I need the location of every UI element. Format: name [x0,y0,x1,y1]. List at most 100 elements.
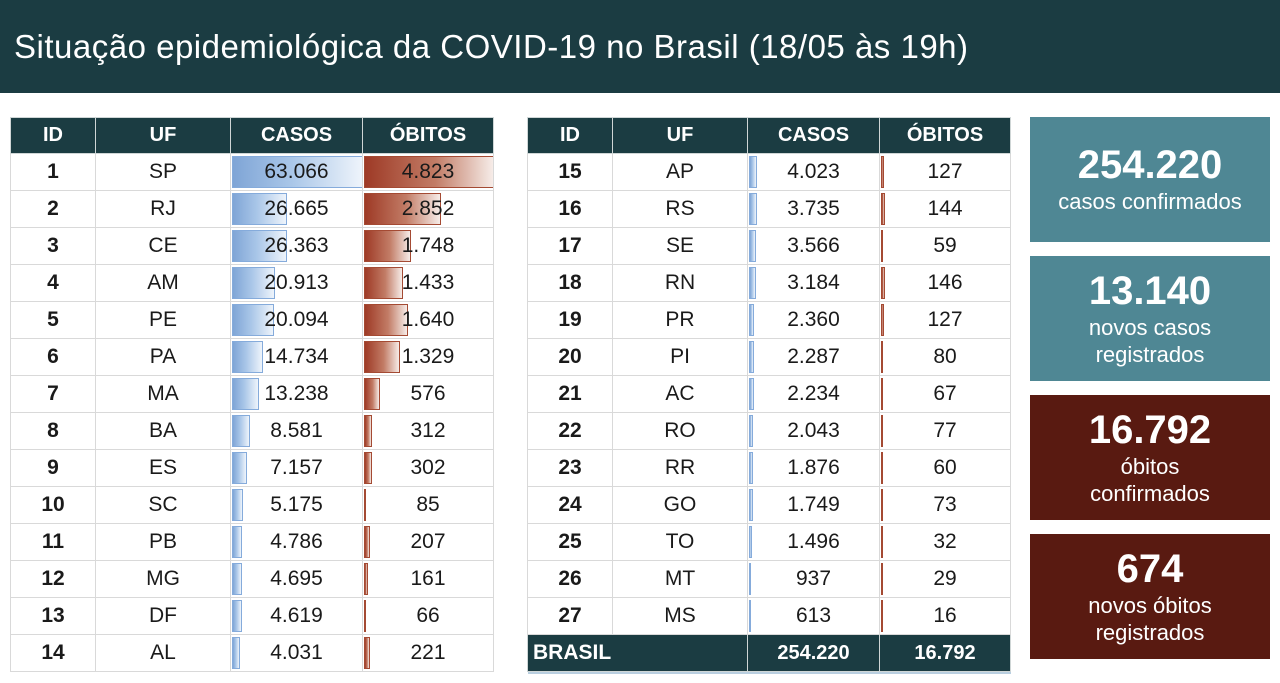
row-obitos: 207 [362,523,494,561]
brasil-total-label: BRASIL [527,634,748,672]
table-row: 15 AP 4.023 127 [527,153,1011,191]
column-header-id: ID [527,117,613,154]
table-row: 25 TO 1.496 32 [527,523,1011,561]
row-id: 15 [527,153,613,191]
casos-data-bar [232,230,287,262]
row-uf: AC [612,375,748,413]
row-casos: 937 [747,560,880,598]
obitos-data-bar [364,489,367,521]
stat-card-obitos-confirmados: 16.792 óbitos confirmados [1030,395,1270,520]
casos-data-bar [232,415,250,447]
brasil-total-obitos: 16.792 [879,634,1011,672]
table-row: 1 SP 63.066 4.823 [10,153,494,191]
table-row: 22 RO 2.043 77 [527,412,1011,450]
row-obitos: 60 [879,449,1011,487]
casos-data-bar [749,267,756,299]
row-id: 25 [527,523,613,561]
stat-label: novos casos registrados [1088,315,1212,367]
row-id: 5 [10,301,96,339]
title-bar: Situação epidemiológica da COVID-19 no B… [0,0,1280,93]
row-obitos: 4.823 [362,153,494,191]
page-title: Situação epidemiológica da COVID-19 no B… [14,27,969,65]
obitos-data-bar [364,637,370,669]
casos-data-bar [232,304,274,336]
row-uf: TO [612,523,748,561]
row-casos: 4.619 [230,597,363,635]
row-id: 7 [10,375,96,413]
casos-data-bar [749,378,754,410]
stat-card-casos-confirmados: 254.220 casos confirmados [1030,117,1270,242]
row-uf: PR [612,301,748,339]
row-obitos: 73 [879,486,1011,524]
column-header-uf: UF [95,117,231,154]
stat-value: 16.792 [1088,408,1212,453]
row-id: 26 [527,560,613,598]
row-id: 22 [527,412,613,450]
casos-data-bar [749,415,754,447]
row-casos: 63.066 [230,153,363,191]
table-row: 7 MA 13.238 576 [10,375,494,413]
row-uf: SP [95,153,231,191]
stat-value: 674 [1116,547,1184,592]
table-row: 13 DF 4.619 66 [10,597,494,635]
stat-card-novos-obitos: 674 novos óbitos registrados [1030,534,1270,659]
casos-data-bar [749,452,753,484]
row-id: 1 [10,153,96,191]
row-id: 19 [527,301,613,339]
casos-data-bar [749,230,757,262]
row-casos: 20.094 [230,301,363,339]
row-id: 6 [10,338,96,376]
table-row: 14 AL 4.031 221 [10,634,494,672]
row-casos: 2.043 [747,412,880,450]
row-uf: MT [612,560,748,598]
obitos-data-bar [364,156,493,188]
row-id: 18 [527,264,613,302]
row-uf: PA [95,338,231,376]
row-uf: AP [612,153,748,191]
casos-data-bar [749,563,751,595]
row-obitos: 29 [879,560,1011,598]
row-id: 8 [10,412,96,450]
table-row: 6 PA 14.734 1.329 [10,338,494,376]
row-obitos: 146 [879,264,1011,302]
row-obitos: 66 [362,597,494,635]
column-header-casos: CASOS [230,117,363,154]
row-id: 13 [10,597,96,635]
column-header-uf: UF [612,117,748,154]
table-row: 16 RS 3.735 144 [527,190,1011,228]
summary-cards: 254.220 casos confirmados 13.140 novos c… [1030,117,1270,673]
casos-data-bar [749,489,753,521]
obitos-data-bar [364,563,369,595]
table-row: 17 SE 3.566 59 [527,227,1011,265]
table-row: 21 AC 2.234 67 [527,375,1011,413]
row-uf: RR [612,449,748,487]
obitos-data-bar [881,230,883,262]
row-obitos: 1.433 [362,264,494,302]
row-id: 9 [10,449,96,487]
obitos-data-bar [364,267,403,299]
obitos-data-bar [881,193,885,225]
table-header-row: ID UF CASOS ÓBITOS [10,117,494,154]
table-row: 26 MT 937 29 [527,560,1011,598]
row-id: 27 [527,597,613,635]
casos-data-bar [232,267,276,299]
row-obitos: 1.640 [362,301,494,339]
table-row: 4 AM 20.913 1.433 [10,264,494,302]
row-casos: 3.735 [747,190,880,228]
row-uf: GO [612,486,748,524]
row-obitos: 127 [879,153,1011,191]
row-obitos: 221 [362,634,494,672]
row-obitos: 302 [362,449,494,487]
row-obitos: 576 [362,375,494,413]
row-obitos: 144 [879,190,1011,228]
casos-data-bar [232,156,362,188]
casos-data-bar [749,341,754,373]
casos-data-bar [232,637,241,669]
casos-data-bar [232,600,242,632]
row-id: 2 [10,190,96,228]
row-obitos: 85 [362,486,494,524]
row-id: 14 [10,634,96,672]
row-id: 10 [10,486,96,524]
table-row: 2 RJ 26.665 2.852 [10,190,494,228]
